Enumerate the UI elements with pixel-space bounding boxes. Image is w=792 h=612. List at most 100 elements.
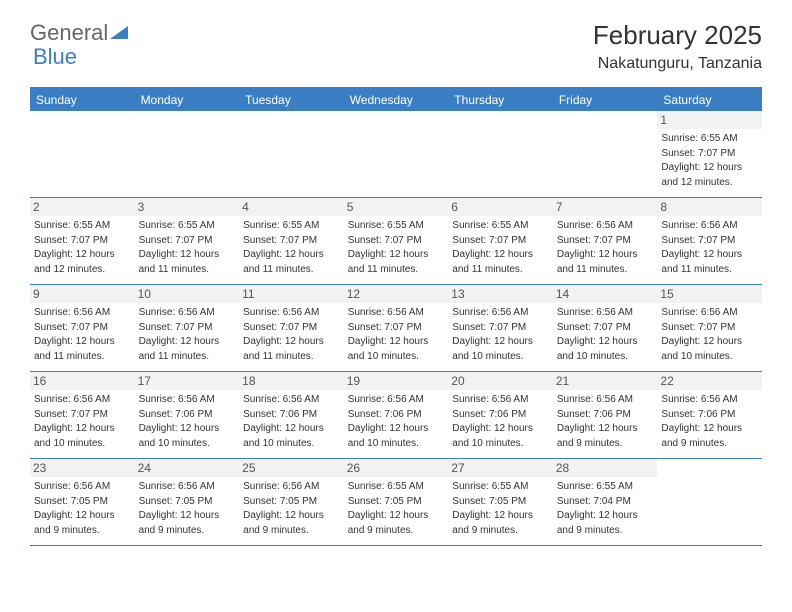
cell-sunrise: Sunrise: 6:56 AM xyxy=(661,393,758,407)
calendar-cell: 2Sunrise: 6:55 AMSunset: 7:07 PMDaylight… xyxy=(30,198,135,284)
day-number: 26 xyxy=(344,459,449,477)
cell-daylight1: Daylight: 12 hours xyxy=(243,248,340,262)
day-number: 15 xyxy=(657,285,762,303)
cell-daylight1: Daylight: 12 hours xyxy=(243,335,340,349)
cell-daylight1: Daylight: 12 hours xyxy=(34,335,131,349)
cell-daylight1: Daylight: 12 hours xyxy=(452,335,549,349)
calendar-cell-empty xyxy=(135,111,240,197)
cell-sunset: Sunset: 7:07 PM xyxy=(34,321,131,335)
cell-daylight1: Daylight: 12 hours xyxy=(557,509,654,523)
day-number: 17 xyxy=(135,372,240,390)
cell-daylight2: and 9 minutes. xyxy=(348,524,445,538)
cell-daylight1: Daylight: 12 hours xyxy=(34,248,131,262)
calendar-cell: 4Sunrise: 6:55 AMSunset: 7:07 PMDaylight… xyxy=(239,198,344,284)
dayname-tuesday: Tuesday xyxy=(239,89,344,111)
cell-sunset: Sunset: 7:07 PM xyxy=(139,321,236,335)
calendar-cell: 3Sunrise: 6:55 AMSunset: 7:07 PMDaylight… xyxy=(135,198,240,284)
day-number: 11 xyxy=(239,285,344,303)
cell-sunset: Sunset: 7:05 PM xyxy=(348,495,445,509)
cell-sunrise: Sunrise: 6:56 AM xyxy=(243,480,340,494)
dayname-monday: Monday xyxy=(135,89,240,111)
cell-daylight1: Daylight: 12 hours xyxy=(452,422,549,436)
dayname-row: Sunday Monday Tuesday Wednesday Thursday… xyxy=(30,89,762,111)
cell-daylight1: Daylight: 12 hours xyxy=(139,248,236,262)
cell-daylight1: Daylight: 12 hours xyxy=(34,509,131,523)
cell-daylight2: and 10 minutes. xyxy=(243,437,340,451)
cell-daylight2: and 10 minutes. xyxy=(348,350,445,364)
cell-sunrise: Sunrise: 6:56 AM xyxy=(34,480,131,494)
day-number: 6 xyxy=(448,198,553,216)
calendar-cell: 24Sunrise: 6:56 AMSunset: 7:05 PMDayligh… xyxy=(135,459,240,545)
cell-daylight2: and 10 minutes. xyxy=(452,350,549,364)
calendar-cell-empty xyxy=(344,111,449,197)
cell-sunset: Sunset: 7:05 PM xyxy=(243,495,340,509)
cell-sunrise: Sunrise: 6:56 AM xyxy=(34,393,131,407)
day-number: 18 xyxy=(239,372,344,390)
cell-sunset: Sunset: 7:06 PM xyxy=(139,408,236,422)
cell-daylight2: and 9 minutes. xyxy=(452,524,549,538)
calendar-cell: 19Sunrise: 6:56 AMSunset: 7:06 PMDayligh… xyxy=(344,372,449,458)
calendar-cell: 22Sunrise: 6:56 AMSunset: 7:06 PMDayligh… xyxy=(657,372,762,458)
dayname-sunday: Sunday xyxy=(30,89,135,111)
cell-daylight1: Daylight: 12 hours xyxy=(243,422,340,436)
cell-daylight1: Daylight: 12 hours xyxy=(661,335,758,349)
calendar-cell-empty xyxy=(239,111,344,197)
day-number: 20 xyxy=(448,372,553,390)
cell-daylight2: and 11 minutes. xyxy=(243,350,340,364)
cell-daylight1: Daylight: 12 hours xyxy=(348,248,445,262)
cell-daylight2: and 10 minutes. xyxy=(348,437,445,451)
cell-sunrise: Sunrise: 6:56 AM xyxy=(34,306,131,320)
calendar-week: 1Sunrise: 6:55 AMSunset: 7:07 PMDaylight… xyxy=(30,111,762,198)
calendar-cell: 6Sunrise: 6:55 AMSunset: 7:07 PMDaylight… xyxy=(448,198,553,284)
cell-daylight1: Daylight: 12 hours xyxy=(661,248,758,262)
calendar-week: 9Sunrise: 6:56 AMSunset: 7:07 PMDaylight… xyxy=(30,285,762,372)
cell-sunset: Sunset: 7:07 PM xyxy=(661,147,758,161)
cell-sunset: Sunset: 7:07 PM xyxy=(348,234,445,248)
cell-sunset: Sunset: 7:07 PM xyxy=(348,321,445,335)
calendar-cell: 14Sunrise: 6:56 AMSunset: 7:07 PMDayligh… xyxy=(553,285,658,371)
cell-sunset: Sunset: 7:05 PM xyxy=(452,495,549,509)
cell-sunrise: Sunrise: 6:56 AM xyxy=(139,480,236,494)
cell-daylight2: and 9 minutes. xyxy=(34,524,131,538)
cell-daylight2: and 9 minutes. xyxy=(661,437,758,451)
cell-sunset: Sunset: 7:05 PM xyxy=(34,495,131,509)
cell-sunrise: Sunrise: 6:56 AM xyxy=(139,306,236,320)
cell-sunset: Sunset: 7:07 PM xyxy=(243,234,340,248)
cell-sunset: Sunset: 7:07 PM xyxy=(661,321,758,335)
calendar-cell: 28Sunrise: 6:55 AMSunset: 7:04 PMDayligh… xyxy=(553,459,658,545)
cell-sunset: Sunset: 7:04 PM xyxy=(557,495,654,509)
title-block: February 2025 Nakatunguru, Tanzania xyxy=(593,20,762,73)
logo-text-general: General xyxy=(30,20,108,46)
cell-daylight2: and 10 minutes. xyxy=(661,350,758,364)
calendar-cell: 5Sunrise: 6:55 AMSunset: 7:07 PMDaylight… xyxy=(344,198,449,284)
cell-sunrise: Sunrise: 6:56 AM xyxy=(557,393,654,407)
cell-daylight1: Daylight: 12 hours xyxy=(139,422,236,436)
calendar-cell: 9Sunrise: 6:56 AMSunset: 7:07 PMDaylight… xyxy=(30,285,135,371)
cell-sunset: Sunset: 7:07 PM xyxy=(452,234,549,248)
cell-sunset: Sunset: 7:06 PM xyxy=(243,408,340,422)
cell-sunrise: Sunrise: 6:56 AM xyxy=(557,219,654,233)
cell-daylight1: Daylight: 12 hours xyxy=(452,509,549,523)
cell-sunset: Sunset: 7:06 PM xyxy=(348,408,445,422)
calendar-cell: 23Sunrise: 6:56 AMSunset: 7:05 PMDayligh… xyxy=(30,459,135,545)
calendar-cell-empty xyxy=(657,459,762,545)
day-number: 10 xyxy=(135,285,240,303)
day-number: 25 xyxy=(239,459,344,477)
day-number: 3 xyxy=(135,198,240,216)
day-number: 1 xyxy=(657,111,762,129)
logo: General xyxy=(30,20,130,46)
cell-daylight2: and 10 minutes. xyxy=(139,437,236,451)
day-number: 12 xyxy=(344,285,449,303)
cell-daylight2: and 10 minutes. xyxy=(557,350,654,364)
cell-sunrise: Sunrise: 6:56 AM xyxy=(348,393,445,407)
cell-daylight2: and 10 minutes. xyxy=(34,437,131,451)
cell-sunrise: Sunrise: 6:56 AM xyxy=(452,306,549,320)
cell-sunrise: Sunrise: 6:56 AM xyxy=(452,393,549,407)
header: General February 2025 Nakatunguru, Tanza… xyxy=(0,0,792,81)
cell-sunset: Sunset: 7:07 PM xyxy=(243,321,340,335)
cell-sunrise: Sunrise: 6:55 AM xyxy=(34,219,131,233)
cell-sunset: Sunset: 7:07 PM xyxy=(34,234,131,248)
cell-daylight2: and 11 minutes. xyxy=(243,263,340,277)
calendar-cell: 10Sunrise: 6:56 AMSunset: 7:07 PMDayligh… xyxy=(135,285,240,371)
cell-daylight2: and 9 minutes. xyxy=(557,437,654,451)
